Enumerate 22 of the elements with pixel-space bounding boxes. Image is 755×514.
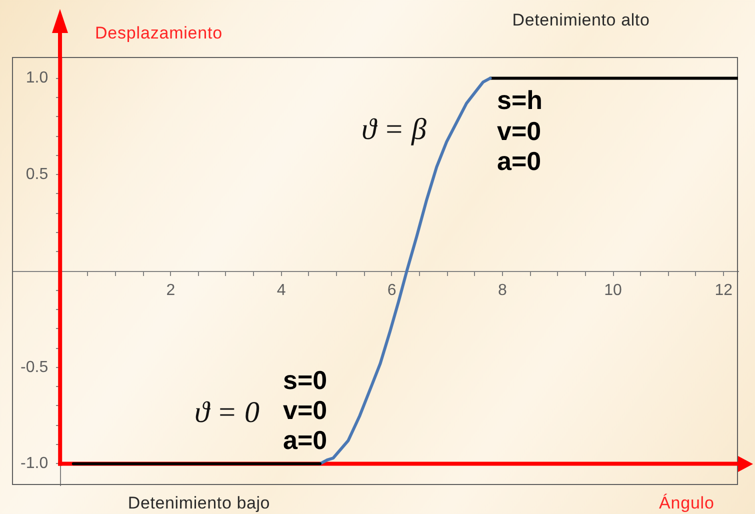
annotation: s=0 bbox=[283, 365, 328, 395]
annotation: ϑ = β bbox=[362, 113, 426, 146]
annotation: ϑ = 0 bbox=[194, 396, 260, 429]
x-tick-label: 12 bbox=[714, 282, 733, 300]
y-tick-label: -1.0 bbox=[20, 455, 48, 472]
annotation: s=h bbox=[497, 85, 543, 115]
x-tick-label: 8 bbox=[498, 282, 507, 300]
text: Detenimiento alto bbox=[512, 10, 650, 30]
y-tick-label: -0.5 bbox=[20, 358, 48, 376]
x-tick-label: 10 bbox=[604, 282, 622, 300]
annotation: a=0 bbox=[497, 146, 542, 176]
x-tick-label: 4 bbox=[276, 282, 286, 300]
x-tick-label: 6 bbox=[387, 282, 396, 300]
x-tick-label: 2 bbox=[166, 282, 176, 300]
annotation: v=0 bbox=[283, 395, 328, 425]
annotation: a=0 bbox=[283, 425, 328, 455]
y-tick-label: 0.5 bbox=[26, 166, 48, 184]
x-axis-title: Ángulo bbox=[659, 494, 714, 512]
annotation: v=0 bbox=[497, 116, 542, 146]
y-tick-label: 1.0 bbox=[26, 70, 48, 87]
text: Detenimiento bajo bbox=[128, 494, 270, 512]
y-axis-title: Desplazamiento bbox=[95, 24, 222, 42]
